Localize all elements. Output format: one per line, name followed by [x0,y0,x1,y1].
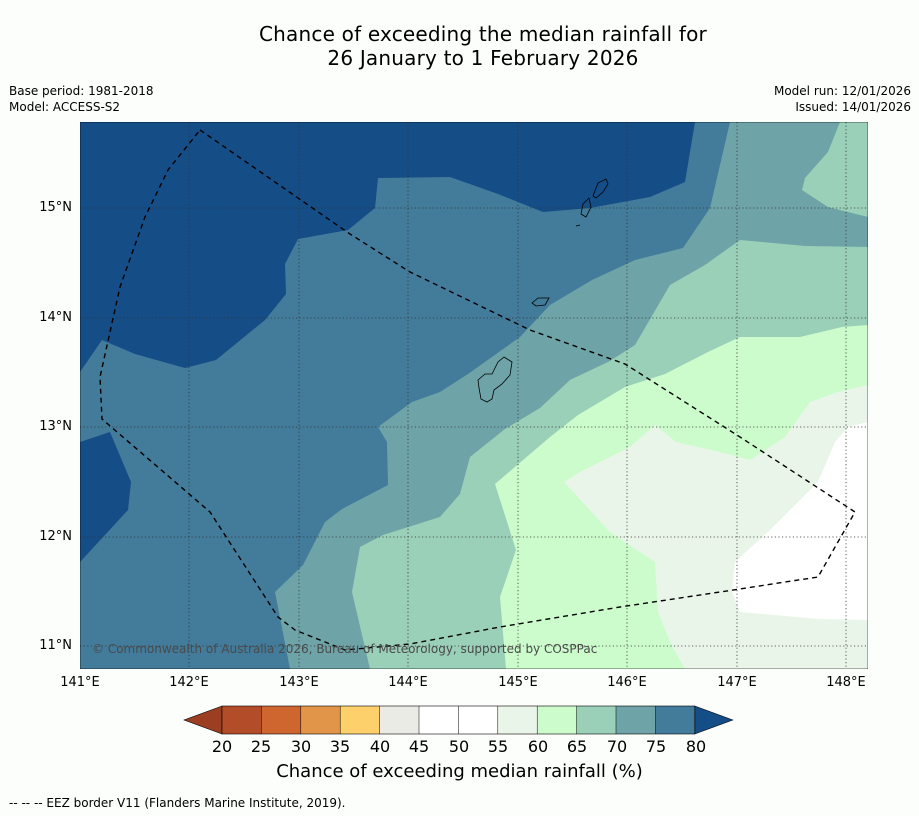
colorbar-tick: 30 [290,737,312,756]
contour-band-50-55 [732,422,868,620]
colorbar-tick: 80 [685,737,707,756]
colorbar-tick: 60 [527,737,549,756]
graticule [80,122,868,669]
colorbar-tick: 55 [487,737,509,756]
colorbar-swatch [419,706,459,734]
colorbar-tick: 45 [408,737,430,756]
colorbar-swatch [261,706,301,734]
island-saipan [592,178,609,199]
colorbar-tick: 25 [250,737,272,756]
island-guam [477,356,513,403]
title-line-1: Chance of exceeding the median rainfall … [259,22,707,46]
colorbar-label: Chance of exceeding median rainfall (%) [276,761,643,782]
lon-tick-143e: 143°E [279,675,319,690]
colorbar-tick: 35 [329,737,351,756]
islands [477,178,609,403]
colorbar-tick: 75 [645,737,667,756]
model-run: Model run: 12/01/2026 [773,84,911,98]
colorbar-tick: 50 [448,737,470,756]
lon-tick-148e: 148°E [826,675,866,690]
colorbar-swatch [222,706,262,734]
colorbar-swatch [379,706,419,734]
lat-tick-11n: 11°N [39,638,72,653]
colorbar-tick: 20 [211,737,233,756]
model-name: Model: ACCESS-S2 [9,100,121,114]
lat-tick-12n: 12°N [39,529,72,544]
lon-tick-145e: 145°E [498,675,538,690]
lat-tick-13n: 13°N [39,419,72,434]
lon-tick-147e: 147°E [717,675,757,690]
forecast-map: © Commonwealth of Australia 2026, Bureau… [80,122,868,669]
colorbar-swatch [497,706,538,734]
colorbar-swatch [616,706,656,734]
lat-tick-14n: 14°N [39,310,72,325]
contour-band-50-55-edge [852,502,868,584]
colorbar-swatch [340,706,380,734]
title-line-2: 26 January to 1 February 2026 [327,46,639,70]
map-title: Chance of exceeding the median rainfall … [0,22,919,70]
island-rota [531,297,550,307]
colorbar-swatch [537,706,577,734]
colorbar [183,705,734,735]
colorbar-extend-under [183,705,223,735]
lon-tick-146e: 146°E [607,675,647,690]
lat-tick-15n: 15°N [39,200,72,215]
lon-tick-142e: 142°E [169,675,209,690]
base-period: Base period: 1981-2018 [9,84,154,98]
island-aguijan [575,224,581,227]
colorbar-extend-over [694,705,734,735]
lon-tick-141e: 141°E [60,675,100,690]
colorbar-tick: 70 [606,737,628,756]
meta-left: Base period: 1981-2018 Model: ACCESS-S2 [9,83,154,115]
copyright-notice: © Commonwealth of Australia 2026, Bureau… [92,642,597,656]
colorbar-tick: 40 [369,737,391,756]
colorbar-swatch [655,706,695,734]
colorbar-swatch [458,706,498,734]
colorbar-tick: 65 [566,737,588,756]
island-tinian [580,197,592,218]
colorbar-swatch [300,706,341,734]
issued-date: Issued: 14/01/2026 [795,100,911,114]
lon-tick-144e: 144°E [388,675,428,690]
footnote: -- -- -- EEZ border V11 (Flanders Marine… [9,796,346,810]
meta-right: Model run: 12/01/2026 Issued: 14/01/2026 [774,83,911,115]
colorbar-swatch [576,706,616,734]
